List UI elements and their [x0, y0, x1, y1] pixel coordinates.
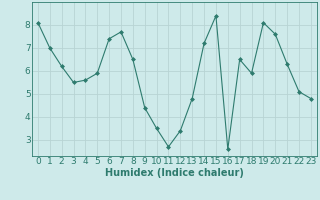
X-axis label: Humidex (Indice chaleur): Humidex (Indice chaleur)	[105, 168, 244, 178]
